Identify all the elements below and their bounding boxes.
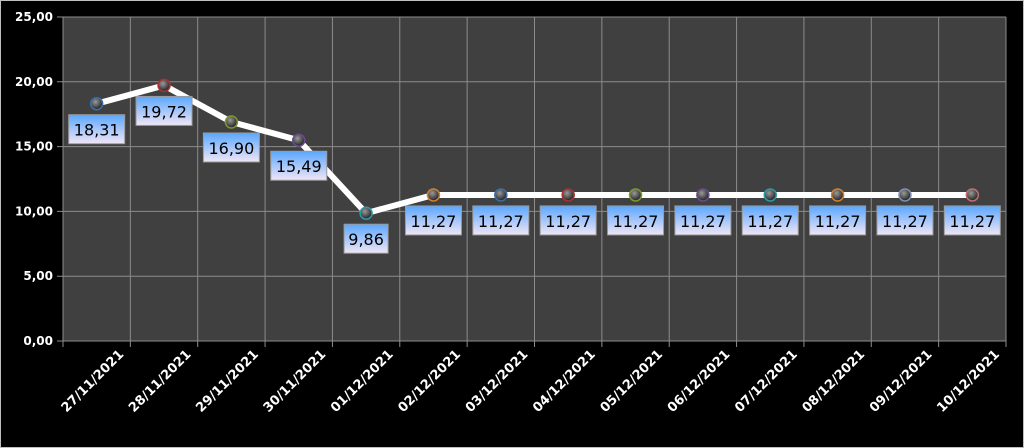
data-label: 11,27 xyxy=(478,212,524,231)
data-label: 11,27 xyxy=(411,212,457,231)
x-tick-label: 08/12/2021 xyxy=(800,347,868,415)
data-label-box xyxy=(202,132,260,163)
data-label-box xyxy=(809,205,867,236)
data-label-box xyxy=(876,205,934,236)
data-label: 9,86 xyxy=(348,230,384,249)
x-tick-label: 28/11/2021 xyxy=(126,347,194,415)
data-label: 16,90 xyxy=(208,139,254,158)
x-tick-label: 04/12/2021 xyxy=(530,347,598,415)
y-tick-label: 20,00 xyxy=(15,75,53,89)
y-tick-label: 10,00 xyxy=(15,204,53,218)
data-label: 11,27 xyxy=(815,212,861,231)
x-tick-label: 01/12/2021 xyxy=(328,347,396,415)
data-point-marker xyxy=(561,188,575,202)
data-label: 19,72 xyxy=(141,102,187,121)
data-label-box xyxy=(741,205,799,236)
data-point-marker xyxy=(292,133,306,147)
data-point-marker xyxy=(830,188,845,202)
data-label: 11,27 xyxy=(747,212,793,231)
data-point-marker xyxy=(224,115,239,129)
data-label-box xyxy=(472,205,530,236)
x-tick-label: 27/11/2021 xyxy=(59,347,127,415)
data-point-marker xyxy=(157,78,171,93)
y-tick-label: 15,00 xyxy=(15,140,53,154)
data-point-marker xyxy=(965,188,980,202)
data-label-box xyxy=(68,114,126,145)
data-point-marker xyxy=(359,206,373,220)
x-tick-label: 09/12/2021 xyxy=(867,347,935,415)
data-label-box xyxy=(135,95,193,126)
data-point-marker xyxy=(763,188,777,202)
data-label: 11,27 xyxy=(680,212,726,231)
data-label-box xyxy=(343,223,389,254)
x-tick-label: 30/11/2021 xyxy=(261,347,329,415)
y-tick-label: 5,00 xyxy=(23,269,53,283)
data-point-marker xyxy=(628,188,643,202)
x-tick-label: 29/11/2021 xyxy=(193,347,261,415)
data-label-box xyxy=(607,205,665,236)
x-tick-label: 05/12/2021 xyxy=(598,347,666,415)
data-label: 11,27 xyxy=(613,212,659,231)
x-tick-label: 06/12/2021 xyxy=(665,347,733,415)
y-tick-label: 0,00 xyxy=(23,334,53,348)
data-label: 15,49 xyxy=(276,157,322,176)
data-point-marker xyxy=(426,188,441,202)
y-tick-label: 25,00 xyxy=(15,10,53,24)
data-point-marker xyxy=(898,188,912,202)
x-tick-label: 10/12/2021 xyxy=(934,347,1002,415)
data-label-box xyxy=(404,205,462,236)
data-label-box xyxy=(539,205,597,236)
data-point-marker xyxy=(494,188,508,202)
data-point-marker xyxy=(696,188,710,202)
data-point-marker xyxy=(89,96,104,111)
series-line xyxy=(95,82,973,217)
data-label-box xyxy=(674,205,732,236)
x-tick-label: 02/12/2021 xyxy=(395,347,463,415)
data-label: 11,27 xyxy=(545,212,591,231)
x-tick-label: 07/12/2021 xyxy=(732,347,800,415)
data-label: 11,27 xyxy=(882,212,928,231)
data-label-box xyxy=(270,150,328,181)
data-label-box xyxy=(943,205,1001,236)
x-tick-label: 03/12/2021 xyxy=(463,347,531,415)
data-label: 18,31 xyxy=(74,121,120,140)
data-label: 11,27 xyxy=(949,212,995,231)
